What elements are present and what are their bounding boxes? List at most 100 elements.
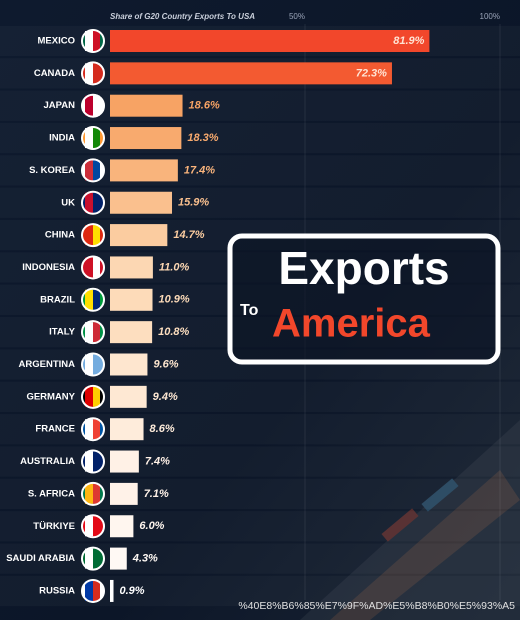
logo-line1: Exports [278,242,449,294]
flag-stripe [93,419,100,440]
flag [81,126,105,151]
value-label: 14.7% [173,229,204,241]
flag-stripe [85,31,93,51]
flag [81,190,105,215]
logo-frame [227,233,501,365]
bar [110,288,153,311]
flag-stripe [93,516,100,537]
flag [81,449,105,474]
y-tick-label: GERMANY [26,391,75,402]
flag-stripe [85,128,93,149]
bar [110,579,114,602]
logo-to: To [240,302,259,319]
value-label: 6.0% [139,520,164,532]
row-band [0,479,520,509]
port-image [300,420,520,620]
bar [110,62,392,85]
flag-stripe [85,63,93,84]
value-label: 10.9% [159,294,190,306]
bar [110,353,148,376]
value-label: 4.3% [132,553,158,565]
bar [110,515,134,538]
logo-line2: America [272,302,431,346]
flag [81,352,105,377]
flag-stripe [93,483,100,504]
bar [110,159,178,182]
y-tick-label: AUSTRALIA [20,456,75,467]
bar [110,256,153,279]
row-band [0,123,520,153]
y-tick-label: UK [61,197,75,208]
flag-stripe [93,31,100,51]
bar [110,94,183,117]
flag-stripe [85,419,93,440]
flag-stripe [85,289,93,310]
flag-ring [81,190,105,215]
y-tick-label: RUSSIA [39,585,75,596]
flag-stripe [85,516,93,537]
bar [110,321,153,344]
flag-stripe [93,580,100,601]
flag-ring [81,578,105,603]
flag-stripe [93,128,100,149]
y-tick-label: S. AFRICA [28,488,75,499]
flag-stripe [93,225,100,246]
bar [110,224,168,247]
flag-ring [81,481,105,506]
bar [110,127,182,150]
flag-stripe [85,192,93,213]
flag-stripe [93,322,100,343]
flag-stripe [85,386,93,407]
flag [81,514,105,539]
y-tick-label: JAPAN [44,100,76,111]
flag [81,223,105,248]
value-label: 15.9% [178,197,209,209]
flag-stripe [93,257,100,278]
value-label: 11.0% [159,261,190,273]
flag-ring [81,384,105,409]
bar [110,30,430,52]
y-tick-label: BRAZIL [40,294,75,305]
y-tick-label: FRANCE [35,424,75,435]
flag-stripe [85,95,93,116]
flag-stripe [93,354,100,375]
bar [110,385,147,408]
bar [110,450,139,473]
value-label: 7.4% [145,455,170,467]
chart-title: Share of G20 Country Exports To USA [110,12,255,21]
flag-stripe [85,548,93,569]
flag-ring [81,126,105,151]
flag [81,61,105,86]
row-band [0,188,520,218]
flag-ring [81,417,105,442]
y-tick-label: CHINA [45,230,75,241]
flag [81,384,105,409]
flag [81,417,105,442]
flag [81,29,105,53]
flag [81,481,105,506]
y-tick-label: MEXICO [38,36,75,47]
value-label: 17.4% [184,164,215,176]
flag-ring [81,352,105,377]
flag-ring [81,255,105,280]
y-tick-label: INDIA [49,133,75,144]
flag-ring [81,546,105,571]
y-tick-label: CANADA [34,68,75,79]
flag-stripe [85,257,93,278]
x-tick-label: 50% [289,12,305,21]
y-tick-label: SAUDI ARABIA [6,553,75,564]
watermark: %40E8%B6%85%E7%9F%AD%E5%B8%B0%E5%93%A5 [238,600,515,612]
row-band [0,446,520,476]
flag [81,546,105,571]
y-tick-label: S. KOREA [29,165,75,176]
flag-stripe [85,160,93,181]
flag-stripe [93,192,100,213]
flag [81,158,105,183]
y-tick-label: TÜRKIYE [33,521,75,532]
x-tick-label: 100% [480,12,500,21]
bar [110,418,144,441]
value-label: 18.3% [187,132,218,144]
flag-ring [81,287,105,312]
value-label: 9.6% [153,358,178,370]
flag-stripe [85,225,93,246]
